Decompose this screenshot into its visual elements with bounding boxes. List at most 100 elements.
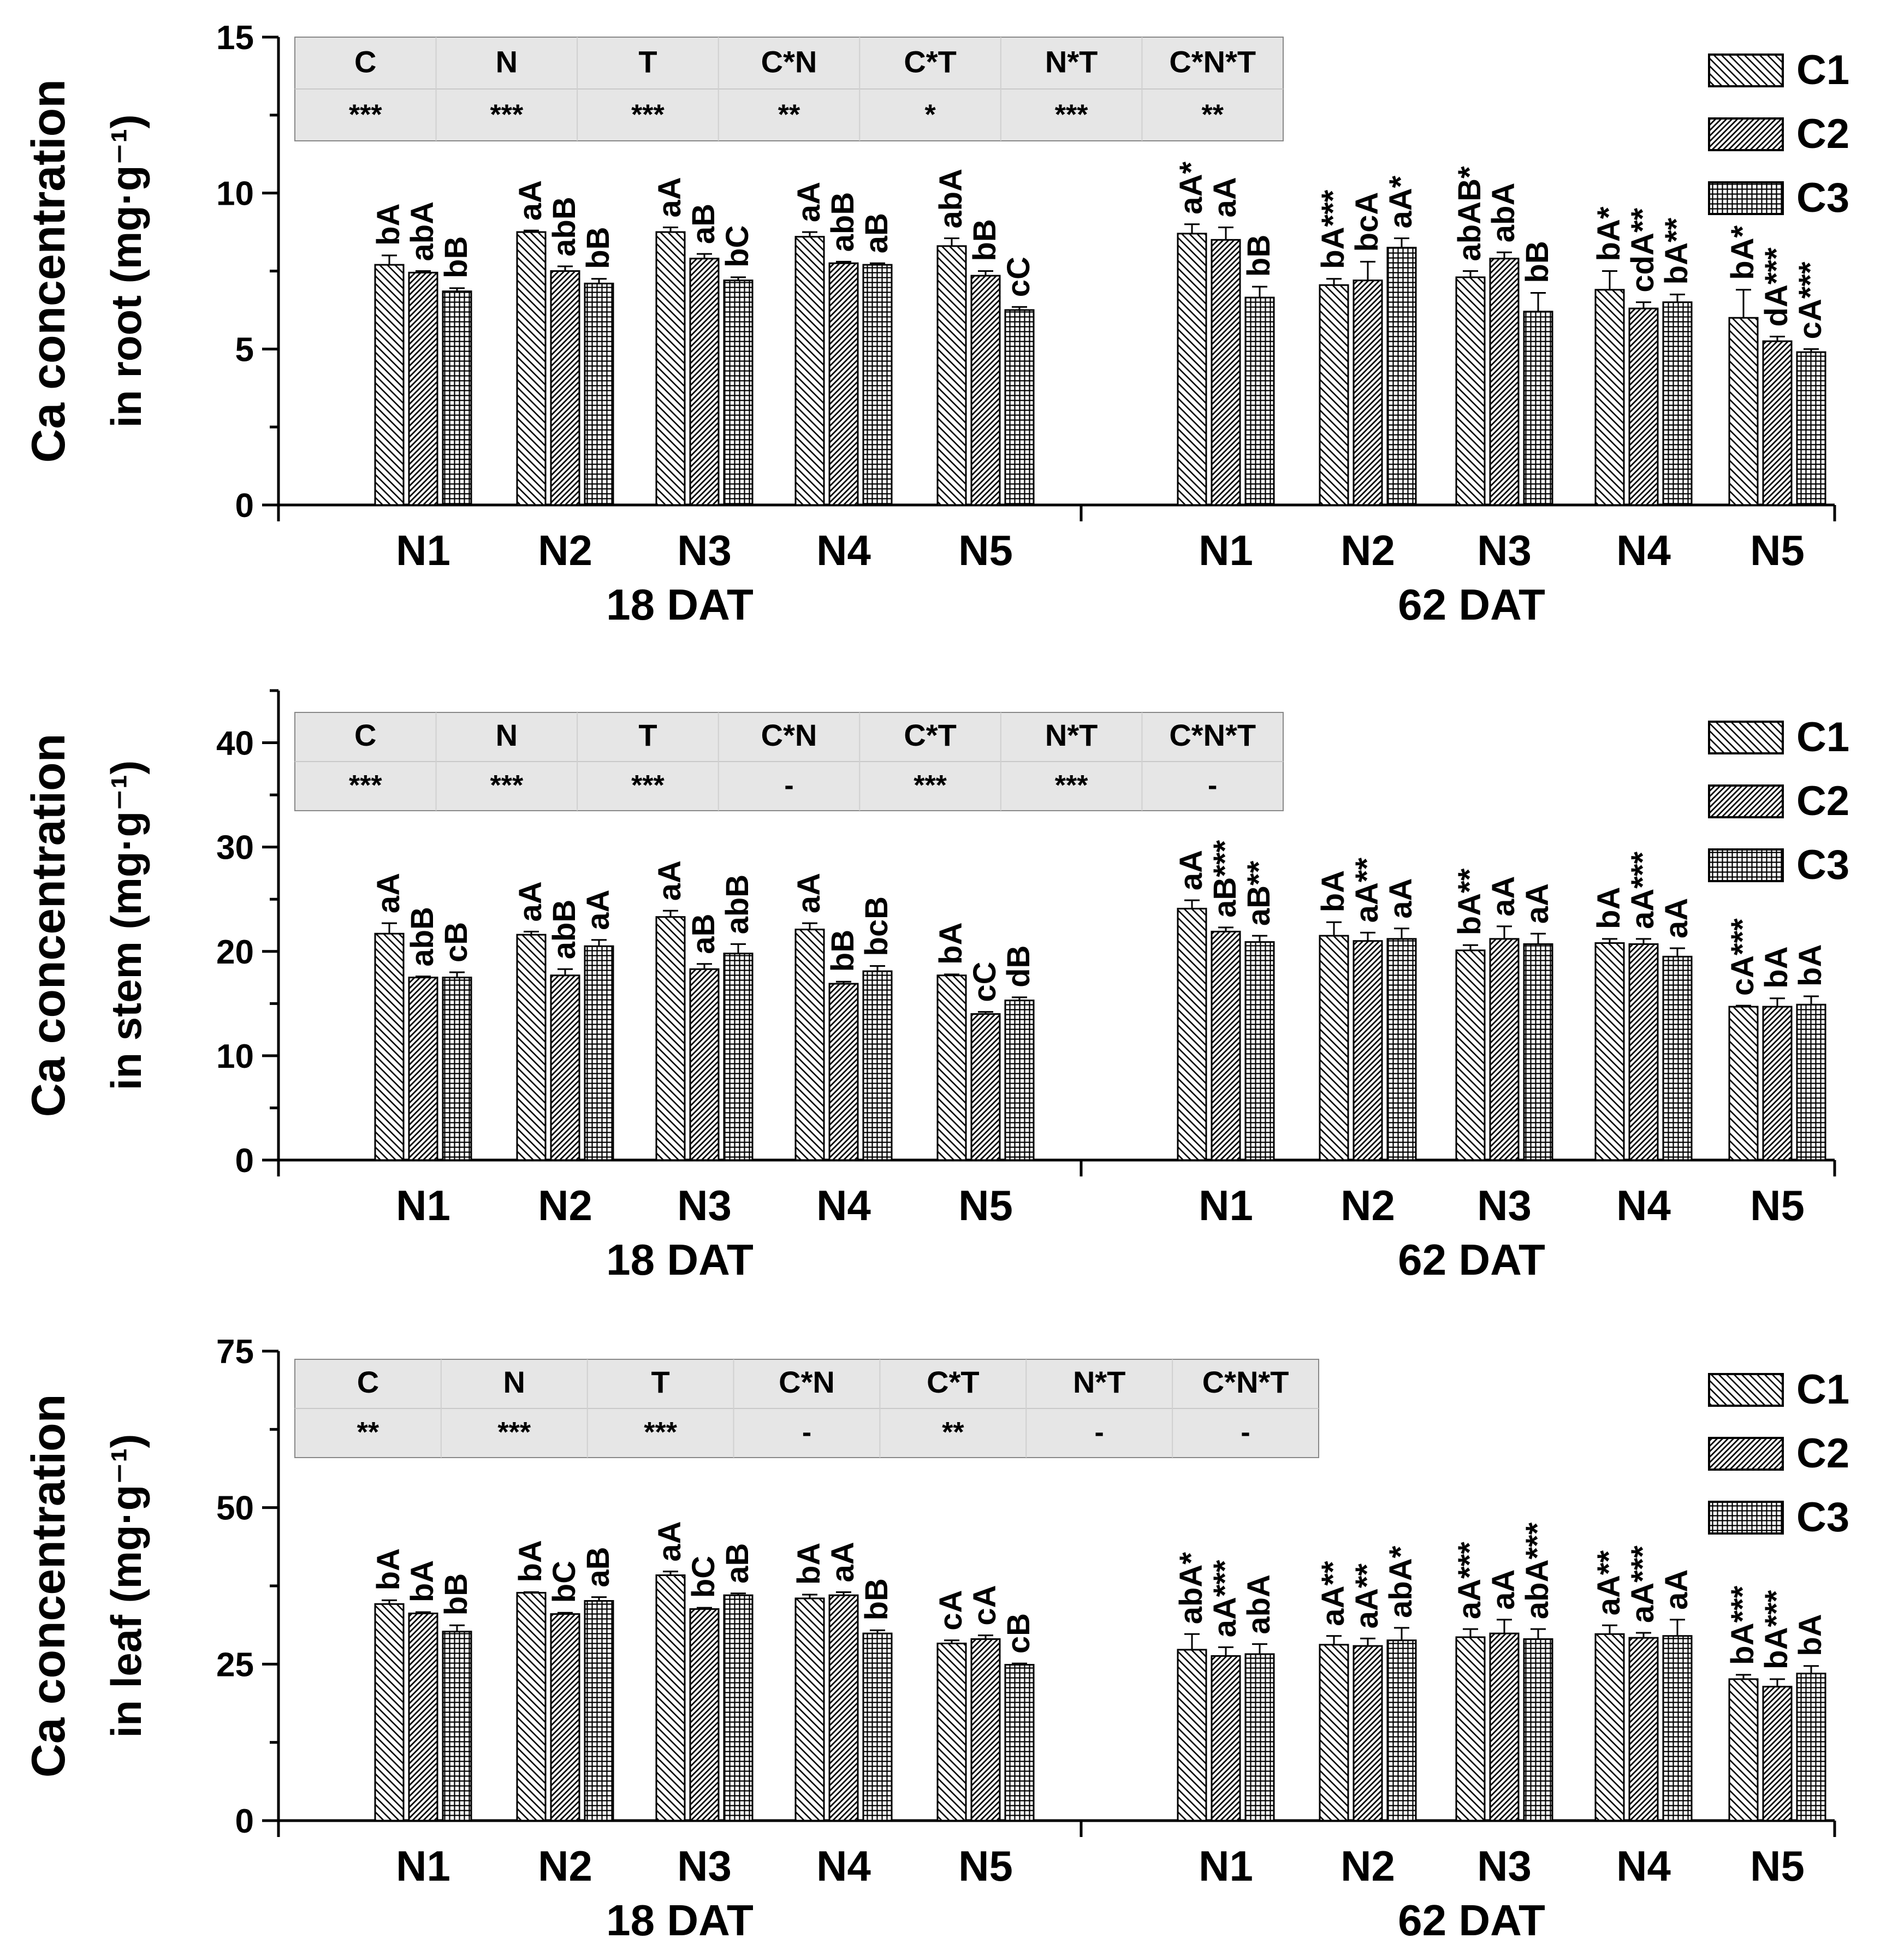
table-value-cxnxt: ** <box>1201 99 1224 131</box>
bar-c1 <box>516 231 547 506</box>
x-group-label-n5: N5 <box>958 526 1013 574</box>
bar-letter-label: cdA** <box>1625 207 1660 292</box>
x-group-label-n3: N3 <box>1477 1181 1532 1229</box>
bar-letter-label: abB <box>547 197 582 257</box>
y-tick-label: 0 <box>235 1142 254 1180</box>
period-label-62dat: 62 DAT <box>1398 1896 1545 1945</box>
bar-letter-label: bB <box>1241 235 1277 277</box>
bar-letter-label: cA <box>967 1585 1003 1625</box>
bar-c1 <box>936 974 967 1161</box>
x-group-label-n2: N2 <box>1340 526 1395 574</box>
bar-letter-label: cA*** <box>1725 918 1760 996</box>
bar-letter-label: abAB* <box>1452 166 1487 261</box>
y-tick-label: 75 <box>216 1333 254 1371</box>
bar-letter-label: aA <box>652 860 687 901</box>
bar-c2 <box>1211 239 1241 506</box>
bar-group-62dat-n4: bA*cdA**bA** <box>1591 206 1694 506</box>
bar-c3 <box>1662 955 1693 1161</box>
table-value-c: *** <box>349 99 382 131</box>
bar-letter-label: bA <box>405 1560 440 1602</box>
bar-letter-label: cC <box>967 961 1003 1002</box>
bar-letter-label: aB <box>580 1547 616 1587</box>
legend-swatch-c3 <box>1708 848 1784 882</box>
bar-c2 <box>408 1612 438 1822</box>
bar-letter-label: bC <box>686 1556 721 1598</box>
bar-letter-label: aA** <box>1315 1561 1351 1626</box>
x-group-label-n2: N2 <box>1340 1181 1395 1229</box>
legend: C1 C2 C3 <box>1708 714 1849 888</box>
bar-c2 <box>1489 1632 1520 1822</box>
bar-c1 <box>374 264 405 506</box>
table-value-n: *** <box>490 99 523 131</box>
bar-c1 <box>1594 942 1625 1161</box>
bar-letter-label: bA <box>1591 887 1627 929</box>
bar-c3 <box>1386 1639 1417 1822</box>
table-value-nxt: - <box>1095 1417 1104 1448</box>
bar-letter-label: bA*** <box>1315 189 1351 269</box>
table-value-cxn: ** <box>778 99 800 131</box>
bar-c3 <box>442 977 472 1161</box>
table-header-t: T <box>638 45 657 79</box>
x-group-label-n4: N4 <box>1616 1842 1671 1890</box>
period-label-62dat: 62 DAT <box>1398 1235 1545 1284</box>
x-group-label-n5: N5 <box>1750 526 1805 574</box>
bar-c2 <box>408 977 438 1161</box>
bar-c1 <box>374 932 405 1161</box>
bar-c3 <box>1523 943 1553 1161</box>
bar-group-62dat-n1: abA*aA***abA <box>1173 1552 1277 1822</box>
bar-letter-label: bA <box>1759 946 1794 988</box>
bar-c1 <box>655 1574 686 1822</box>
bar-c2 <box>1489 938 1520 1161</box>
x-group-label-n5: N5 <box>958 1842 1013 1890</box>
bar-c1 <box>794 1597 825 1822</box>
bar-letter-label: aA <box>1659 1569 1694 1610</box>
bar-c3 <box>723 280 754 506</box>
bar-c3 <box>584 282 614 506</box>
table-header-n: N <box>503 1365 525 1399</box>
x-group-label-n1: N1 <box>396 1181 450 1229</box>
bar-letter-label: aA* <box>1173 162 1209 215</box>
bar-letter-label: bA <box>1315 870 1351 912</box>
bar-c3 <box>1523 311 1553 506</box>
table-header-nxt: N*T <box>1045 718 1098 752</box>
significance-table: C *** N *** T *** C*N ** C*T * N*T *** C*N*T ** <box>294 37 1284 141</box>
bar-letter-label: bC <box>547 1561 582 1603</box>
bar-letter-label: cB <box>438 922 474 962</box>
y-tick-label: 5 <box>235 331 254 368</box>
x-group-label-n3: N3 <box>1477 526 1532 574</box>
bar-c1 <box>374 1603 405 1822</box>
table-header-nxt: N*T <box>1045 45 1098 79</box>
bar-letter-label: bA <box>1793 944 1828 986</box>
bar-letter-label: bA <box>371 1548 406 1590</box>
table-header-t: T <box>651 1365 670 1399</box>
bar-letter-label: aB <box>686 204 721 244</box>
bar-c2 <box>408 271 438 506</box>
bar-letter-label: aB*** <box>1207 840 1243 918</box>
bar-letter-label: abA <box>1241 1574 1277 1634</box>
bar-group-62dat-n2: aA**aA**abA* <box>1315 1545 1419 1822</box>
bar-letter-label: bA*** <box>1725 1585 1760 1664</box>
bar-letter-label: bB <box>580 227 616 269</box>
bar-letter-label: aB <box>686 914 721 954</box>
bar-c1 <box>936 1642 967 1822</box>
table-header-cxnxt: C*N*T <box>1169 45 1256 79</box>
table-value-cxt: ** <box>942 1417 964 1448</box>
y-axis-title-line1: Ca concentration <box>22 1394 75 1777</box>
panel-2: C *** N *** T *** C*N - C*T *** N*T *** C*N*T - 0 10 20 3… <box>22 689 1849 1284</box>
x-group-label-n1: N1 <box>396 526 450 574</box>
bar-letter-label: aA*** <box>1452 1542 1487 1619</box>
legend-swatch-c2 <box>1708 117 1784 151</box>
y-axis-title-line2: in leaf (mg·g⁻¹) <box>102 1434 150 1738</box>
bar-c1 <box>1594 1633 1625 1822</box>
bar-c3 <box>1004 309 1035 506</box>
bar-letter-label: aA* <box>1383 175 1419 228</box>
table-header-n: N <box>496 45 518 79</box>
